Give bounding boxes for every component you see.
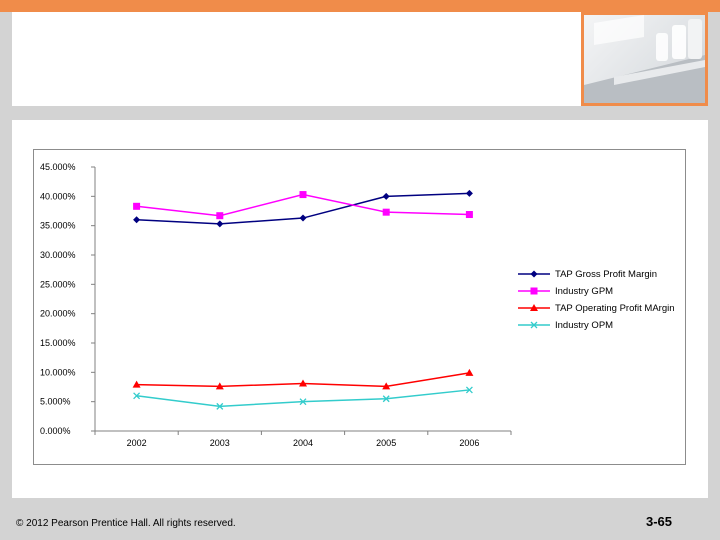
series-2: [133, 191, 473, 220]
series-4: [133, 386, 473, 410]
data-point: [215, 382, 224, 390]
data-point: [299, 398, 307, 406]
legend-label: Industry OPM: [555, 320, 613, 331]
y-tick-label: 0.000%: [40, 426, 71, 436]
series-line: [136, 389, 470, 408]
legend-marker: [530, 270, 538, 278]
data-point: [132, 380, 141, 388]
data-point: [299, 191, 307, 199]
data-point: [216, 220, 224, 228]
y-tick-label: 5.000%: [40, 397, 71, 407]
data-point: [133, 202, 141, 210]
data-point: [465, 211, 473, 219]
y-tick-label: 10.000%: [40, 367, 76, 377]
y-tick-label: 45.000%: [40, 162, 76, 172]
y-tick-label: 35.000%: [40, 221, 76, 231]
data-point: [216, 402, 224, 410]
data-point: [299, 379, 307, 387]
chart-frame: 0.000% 5.000% 10.000% 15.000% 20.000% 25.000%…: [33, 149, 686, 465]
x-tick-label: 2003: [210, 438, 230, 448]
data-point: [216, 212, 224, 220]
data-point: [299, 214, 307, 222]
y-tick-label: 30.000%: [40, 250, 76, 260]
conference-room-illustration: [584, 15, 705, 103]
data-point: [133, 392, 141, 400]
profit-margin-line-chart: 0.000% 5.000% 10.000% 15.000% 20.000% 25.000%…: [40, 162, 675, 448]
data-point: [465, 386, 473, 394]
data-point: [465, 368, 474, 376]
legend-label: TAP Gross Profit Margin: [555, 269, 657, 280]
x-tick-label: 2006: [459, 438, 479, 448]
top-accent-bar: [0, 0, 720, 12]
data-point: [382, 382, 391, 390]
x-tick-label: 2005: [376, 438, 396, 448]
legend-label: Industry GPM: [555, 286, 613, 297]
data-point: [133, 216, 141, 224]
data-point: [382, 192, 390, 200]
y-tick-label: 40.000%: [40, 191, 76, 201]
data-point: [465, 189, 473, 197]
legend-marker: [530, 321, 538, 329]
page-number: 3-65: [646, 514, 673, 529]
conference-room-photo: [581, 12, 708, 106]
copyright-text: © 2012 Pearson Prentice Hall. All rights…: [16, 518, 236, 529]
y-tick-label: 25.000%: [40, 279, 76, 289]
legend: TAP Gross Profit Margin Industry GPM TAP O…: [518, 269, 675, 331]
y-tick-label: 15.000%: [40, 338, 76, 348]
x-tick-label: 2004: [293, 438, 313, 448]
legend-marker: [530, 287, 538, 295]
series-1: [133, 189, 473, 228]
legend-marker: [530, 304, 538, 311]
series-3: [132, 368, 474, 390]
data-point: [382, 208, 390, 216]
x-tick-label: 2002: [127, 438, 147, 448]
data-point: [382, 395, 390, 403]
legend-label: TAP Operating Profit MArgin: [555, 303, 675, 314]
y-tick-label: 20.000%: [40, 309, 76, 319]
